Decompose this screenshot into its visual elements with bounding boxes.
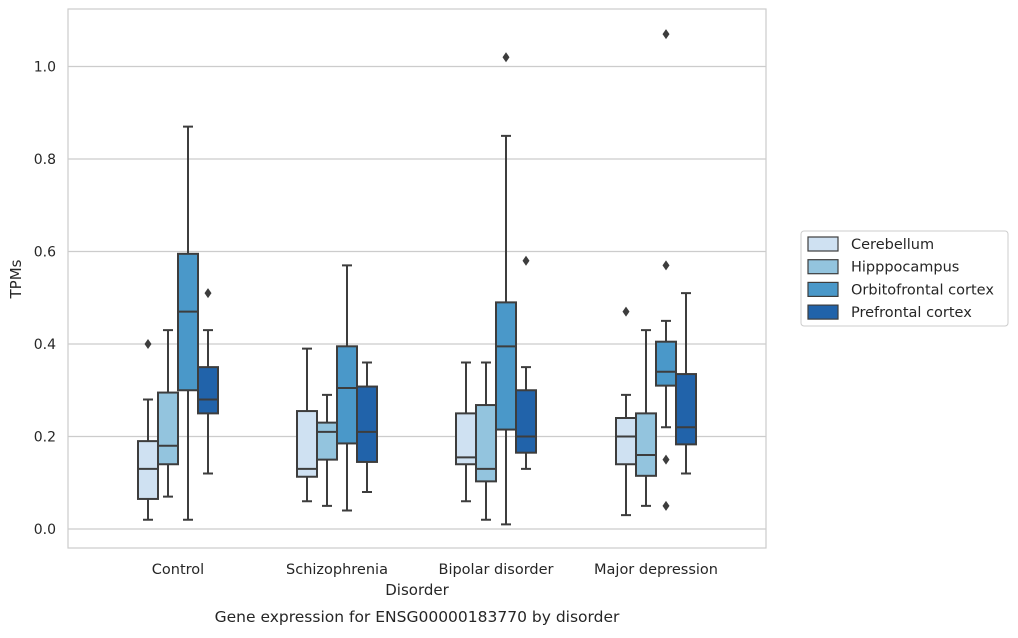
box-cerebellum xyxy=(137,339,159,521)
box-orbitofrontal-cortex xyxy=(495,52,517,526)
legend-swatch xyxy=(807,281,839,297)
iqr-box xyxy=(316,421,338,461)
box-cerebellum xyxy=(296,347,318,503)
iqr-box xyxy=(137,440,159,500)
iqr-box xyxy=(157,391,179,466)
x-tick-label: Schizophrenia xyxy=(286,562,388,578)
outlier-point xyxy=(662,454,670,465)
legend-swatch xyxy=(807,304,839,320)
y-tick-label: 0.2 xyxy=(34,430,56,446)
legend: Cerebellum Hipppocampus Orbitofrontal cort… xyxy=(800,230,1009,327)
legend-frame xyxy=(800,230,1009,327)
box-prefrontal-cortex xyxy=(515,255,537,470)
iqr-box xyxy=(515,389,537,454)
box-series xyxy=(137,29,697,526)
legend-swatch xyxy=(807,236,839,252)
y-tick-label: 1.0 xyxy=(34,60,56,76)
legend-label: Cerebellum xyxy=(851,237,934,253)
legend-label: Prefrontal cortex xyxy=(851,305,972,321)
y-tick-labels: 0.0 0.2 0.4 0.6 0.8 1.0 xyxy=(34,60,56,539)
outlier-point xyxy=(522,255,530,266)
outlier-point xyxy=(502,52,510,63)
iqr-box xyxy=(655,340,677,387)
outlier-point xyxy=(204,288,212,299)
plot-frame xyxy=(67,8,767,549)
outlier-point xyxy=(662,500,670,511)
outlier-point xyxy=(662,260,670,271)
iqr-box xyxy=(356,385,378,463)
y-tick-label: 0.6 xyxy=(34,245,56,261)
iqr-box xyxy=(475,404,497,483)
x-tick-label: Bipolar disorder xyxy=(439,562,554,578)
legend-label: Orbitofrontal cortex xyxy=(851,282,994,298)
box-hipppocampus xyxy=(475,361,497,521)
x-tick-label: Control xyxy=(152,562,204,578)
box-orbitofrontal-cortex xyxy=(336,264,358,512)
box-orbitofrontal-cortex xyxy=(655,29,677,511)
box-cerebellum xyxy=(455,361,477,503)
y-tick-label: 0.4 xyxy=(34,337,56,353)
iqr-box xyxy=(615,417,637,466)
legend-swatch xyxy=(807,259,839,275)
legend-label: Hipppocampus xyxy=(851,260,959,276)
y-tick-label: 0.0 xyxy=(34,522,56,538)
box-prefrontal-cortex xyxy=(197,288,219,475)
x-tick-labels: Control Schizophrenia Bipolar disorder Majo… xyxy=(152,562,718,578)
outlier-point xyxy=(662,29,670,40)
box-cerebellum xyxy=(615,306,637,517)
y-tick-label: 0.8 xyxy=(34,152,56,168)
iqr-box xyxy=(675,373,697,446)
box-prefrontal-cortex xyxy=(675,292,697,475)
box-hipppocampus xyxy=(157,329,179,498)
chart-title: Gene expression for ENSG00000183770 by d… xyxy=(215,608,620,626)
y-axis-label: TPMs xyxy=(7,259,25,299)
x-axis-label: Disorder xyxy=(385,581,449,599)
box-orbitofrontal-cortex xyxy=(177,125,199,521)
box-prefrontal-cortex xyxy=(356,361,378,493)
iqr-box xyxy=(197,366,219,415)
box-hipppocampus xyxy=(635,329,657,507)
iqr-box xyxy=(177,252,199,392)
iqr-box xyxy=(635,412,657,477)
iqr-box xyxy=(495,301,517,431)
iqr-box xyxy=(336,345,358,445)
box-hipppocampus xyxy=(316,393,338,507)
iqr-box xyxy=(296,410,318,478)
outlier-point xyxy=(144,339,152,349)
outlier-point xyxy=(622,306,630,317)
x-tick-label: Major depression xyxy=(594,562,718,578)
